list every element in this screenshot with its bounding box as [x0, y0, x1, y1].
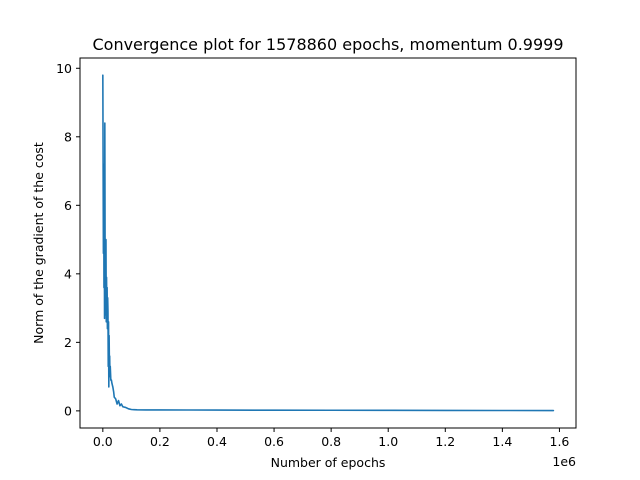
series-line — [102, 74, 555, 412]
x-tick-label: 0.0 — [93, 434, 113, 449]
plot-area — [80, 58, 576, 428]
series-group — [102, 74, 555, 412]
y-tick-label: 0 — [64, 403, 72, 418]
y-tick-label: 2 — [64, 335, 72, 350]
x-tick-label: 0.6 — [264, 434, 284, 449]
y-axis-label: Norm of the gradient of the cost — [31, 142, 46, 344]
x-tick-label: 1.6 — [550, 434, 570, 449]
x-tick-label: 1.2 — [435, 434, 455, 449]
axes-frame — [79, 57, 577, 429]
x-axis: 0.0 0.2 0.4 0.6 0.8 1.0 1.2 1.4 1.6 — [93, 428, 570, 449]
y-tick-label: 10 — [56, 61, 72, 76]
y-tick-label: 4 — [64, 266, 72, 281]
x-tick-label: 0.4 — [207, 434, 227, 449]
y-tick-label: 6 — [64, 198, 72, 213]
x-tick-label: 1.4 — [492, 434, 512, 449]
x-axis-offset-label: 1e6 — [552, 454, 576, 469]
x-axis-label: Number of epochs — [271, 455, 386, 470]
chart-title: Convergence plot for 1578860 epochs, mom… — [92, 35, 563, 54]
x-tick-label: 1.0 — [378, 434, 398, 449]
x-tick-label: 0.8 — [321, 434, 341, 449]
y-axis: 0 2 4 6 8 10 — [56, 61, 80, 418]
y-tick-label: 8 — [64, 129, 72, 144]
x-tick-label: 0.2 — [150, 434, 170, 449]
